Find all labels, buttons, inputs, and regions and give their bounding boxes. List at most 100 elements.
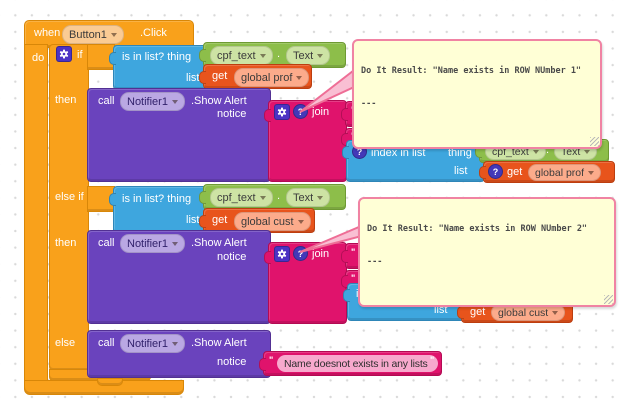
if-mutator-gear-icon[interactable] [56, 46, 72, 62]
dropdown-arrow-icon [259, 53, 266, 58]
dropdown-arrow-icon [317, 53, 324, 58]
join-mutator-gear-icon-2[interactable] [274, 246, 290, 262]
event-component-name: Button1 [69, 28, 107, 41]
notice-socket-label: notice [217, 108, 247, 120]
question-glyph: ? [297, 106, 304, 117]
question-glyph: ? [356, 146, 363, 157]
gear-glyph [277, 249, 287, 259]
then-label-2: then [55, 237, 77, 249]
dropdown-arrow-icon [297, 219, 304, 224]
notifier-dropdown[interactable]: Notifier1 [120, 334, 185, 353]
close-quote: " [430, 355, 435, 365]
get-label: get [507, 166, 523, 178]
call-showalert-block-2[interactable]: call Notifier1 .Show Alert notice [87, 230, 271, 324]
bubble-resize-handle[interactable] [590, 137, 599, 146]
string-field[interactable]: Name doesnot exists in any lists [277, 355, 438, 372]
method-label: .Show Alert [191, 337, 247, 349]
open-quote: " [351, 273, 356, 283]
event-component-dropdown[interactable]: Button1 [62, 25, 124, 44]
get-variable-block-1[interactable]: get global prof [199, 64, 312, 89]
question-glyph: ? [297, 248, 304, 259]
property-dropdown[interactable]: Text [286, 188, 331, 207]
then-label-1: then [55, 94, 77, 106]
get-label: get [212, 214, 228, 226]
call-label: call [98, 337, 115, 349]
dropdown-arrow-icon [296, 75, 303, 80]
variable-dropdown[interactable]: global prof [528, 164, 602, 181]
join-comment-icon-2[interactable]: ? [293, 246, 308, 261]
property-name: Text [293, 191, 314, 204]
do-label: do [32, 52, 45, 64]
dropdown-arrow-icon [552, 310, 559, 315]
join-label-1: join [312, 106, 330, 118]
dot-separator: . [277, 190, 281, 202]
open-quote: " [351, 247, 356, 257]
gear-glyph [277, 107, 287, 117]
notifier-name: Notifier1 [127, 237, 168, 250]
call-showalert-block-3[interactable]: call Notifier1 .Show Alert notice [87, 330, 271, 378]
is-in-list-label: is in list? thing [122, 51, 192, 63]
when-label: when [34, 27, 61, 39]
if-block-spine[interactable] [49, 44, 89, 371]
dropdown-arrow-icon [259, 195, 266, 200]
notifier-dropdown[interactable]: Notifier1 [120, 92, 185, 111]
open-quote: " [269, 355, 274, 365]
component-property-block-3[interactable]: cpf_text . Text [199, 184, 346, 210]
is-in-list-block-2[interactable]: is in list? thing list [109, 186, 215, 234]
doit-result-bubble-2[interactable]: Do It Result: "Name exists in ROW NUmber… [358, 197, 616, 307]
variable-dropdown[interactable]: global cust [234, 212, 311, 231]
variable-name: global prof [535, 166, 585, 179]
if-row-extension[interactable] [87, 44, 115, 70]
list-socket-label: list [434, 304, 448, 316]
doit-result-text-line1: Do It Result: "Name exists in ROW NUmber… [367, 224, 588, 234]
notice-socket-label: notice [217, 251, 247, 263]
text-string-block-3[interactable]: " Name doesnot exists in any lists " [259, 351, 442, 376]
get-label: get [470, 306, 486, 318]
dot-separator: . [546, 144, 550, 156]
get-variable-block-2[interactable]: get global prof [479, 161, 615, 183]
component-name: cpf_text [217, 191, 256, 204]
component-property-block-1[interactable]: cpf_text . Text [199, 42, 346, 68]
dropdown-arrow-icon [588, 170, 595, 175]
notifier-name: Notifier1 [127, 337, 168, 350]
elseif-label: else if [55, 191, 84, 203]
doit-result-text-line2: --- [361, 99, 377, 109]
property-dropdown[interactable]: Text [286, 46, 331, 65]
variable-dropdown[interactable]: global prof [234, 68, 310, 87]
doit-result-text-line2: --- [367, 257, 383, 267]
doit-result-bubble-1[interactable]: Do It Result: "Name exists in ROW NUmber… [352, 39, 602, 149]
variable-name: global cust [498, 306, 549, 319]
component-dropdown[interactable]: cpf_text [210, 188, 273, 207]
variable-name: global cust [241, 215, 294, 228]
call-label: call [98, 95, 115, 107]
method-label: .Show Alert [191, 95, 247, 107]
when-block-spine[interactable]: do [24, 44, 48, 384]
dropdown-arrow-icon [584, 149, 591, 154]
list-socket-label: list [186, 214, 200, 226]
call-showalert-block-1[interactable]: call Notifier1 .Show Alert notice [87, 88, 271, 182]
get-comment-icon-1[interactable]: ? [488, 164, 503, 179]
dot-separator: . [277, 48, 281, 60]
notifier-name: Notifier1 [127, 95, 168, 108]
list-socket-label: list [186, 72, 200, 84]
notifier-dropdown[interactable]: Notifier1 [120, 234, 185, 253]
question-glyph: ? [492, 166, 499, 177]
property-name: Text [293, 49, 314, 62]
component-dropdown[interactable]: cpf_text [210, 46, 273, 65]
dropdown-arrow-icon [171, 241, 178, 246]
doit-result-text-line1: Do It Result: "Name exists in ROW NUmber… [361, 66, 582, 76]
notice-socket-label: notice [217, 356, 247, 368]
component-name: cpf_text [217, 49, 256, 62]
get-label: get [212, 70, 228, 82]
variable-dropdown[interactable]: global cust [491, 304, 566, 321]
dropdown-arrow-icon [317, 195, 324, 200]
if-block-next-connector[interactable] [97, 378, 123, 386]
list-socket-label: list [454, 165, 468, 177]
when-event-block-header[interactable]: when Button1 .Click [24, 20, 194, 48]
join-comment-icon-1[interactable]: ? [293, 104, 308, 119]
bubble-resize-handle[interactable] [604, 295, 613, 304]
else-label: else [55, 337, 76, 349]
join-mutator-gear-icon-1[interactable] [274, 104, 290, 120]
dropdown-arrow-icon [110, 32, 117, 37]
